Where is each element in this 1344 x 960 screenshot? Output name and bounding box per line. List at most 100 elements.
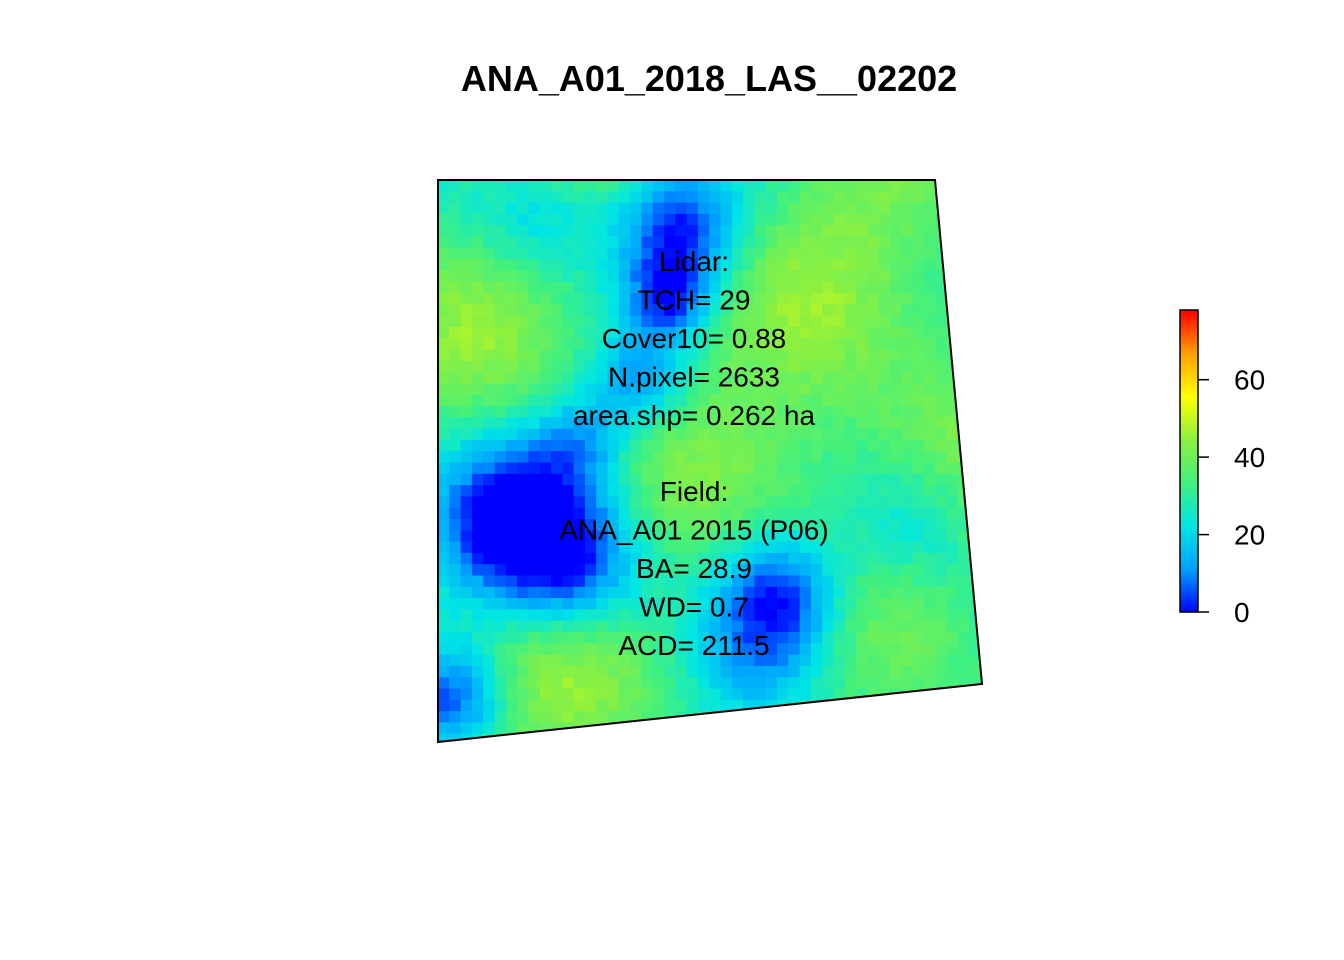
raster-cell (912, 620, 925, 633)
raster-cell (912, 394, 925, 407)
raster-cell (788, 699, 801, 712)
raster-cell (844, 643, 857, 656)
raster-cell (641, 315, 654, 328)
raster-cell (551, 213, 563, 226)
colorbar-swatch (1180, 478, 1198, 482)
raster-cell (765, 270, 778, 283)
raster-cell (517, 383, 529, 396)
raster-cell (709, 439, 722, 452)
raster-cell (505, 552, 518, 565)
raster-cell (607, 575, 620, 588)
colorbar-swatch (1180, 511, 1198, 515)
raster-cell (912, 360, 925, 373)
raster-cell (822, 451, 835, 464)
raster-cell (822, 180, 835, 192)
raster-cell (844, 293, 857, 305)
raster-cell (788, 598, 801, 610)
raster-cell (878, 293, 891, 305)
raster-cell (596, 745, 608, 757)
raster-cell (596, 620, 609, 633)
raster-cell (777, 315, 789, 328)
raster-cell (935, 462, 948, 475)
raster-cell (923, 575, 936, 588)
raster-cell (675, 507, 688, 520)
raster-cell (573, 699, 586, 712)
raster-cell (517, 338, 529, 351)
raster-cell (731, 259, 744, 271)
raster-cell (551, 688, 563, 701)
raster-cell (596, 213, 609, 226)
raster-cell (438, 372, 450, 384)
raster-cell (697, 383, 710, 396)
raster-cell (607, 213, 620, 226)
raster-cell (494, 552, 507, 565)
raster-cell (618, 462, 631, 475)
raster-cell (720, 733, 733, 742)
raster-cell (562, 699, 575, 712)
raster-cell (618, 225, 631, 238)
raster-cell (517, 191, 529, 204)
raster-cell (844, 575, 857, 588)
raster-cell (810, 439, 823, 452)
raster-cell (675, 677, 688, 690)
raster-cell (709, 632, 722, 644)
raster-cell (641, 598, 654, 610)
raster-cell (551, 451, 563, 464)
raster-cell (697, 507, 710, 520)
raster-cell (946, 496, 959, 509)
colorbar-swatch (1180, 317, 1198, 321)
raster-cell (890, 213, 902, 226)
raster-cell (675, 620, 688, 633)
raster-cell (878, 507, 891, 520)
raster-cell (946, 654, 959, 667)
raster-cell (765, 360, 778, 373)
raster-cell (923, 247, 936, 260)
raster-cell (957, 349, 970, 362)
raster-cell (856, 688, 868, 701)
raster-cell (810, 270, 823, 283)
raster-cell (607, 699, 620, 712)
raster-cell (980, 202, 982, 215)
raster-cell (777, 530, 789, 543)
colorbar-swatch (1180, 453, 1198, 457)
raster-cell (709, 180, 722, 192)
raster-cell (596, 360, 609, 373)
raster-cell (731, 632, 744, 644)
raster-cell (935, 564, 948, 577)
raster-cell (777, 643, 789, 656)
raster-cell (935, 360, 948, 373)
raster-cell (901, 564, 914, 577)
raster-cell (675, 632, 688, 644)
raster-cell (765, 541, 778, 554)
raster-cell (438, 417, 450, 430)
raster-cell (980, 338, 982, 351)
raster-cell (912, 293, 925, 305)
raster-cell (890, 711, 902, 723)
raster-cell (584, 552, 597, 565)
raster-cell (980, 530, 982, 543)
raster-cell (890, 259, 902, 271)
raster-cell (810, 609, 823, 622)
colorbar-swatch (1180, 591, 1198, 595)
raster-cell (438, 552, 450, 565)
raster-cell (641, 530, 654, 543)
raster-cell (867, 338, 880, 351)
raster-cell (505, 564, 518, 577)
raster-cell (697, 417, 710, 430)
raster-cell (584, 326, 597, 339)
raster-cell (754, 745, 766, 757)
raster-cell (539, 586, 552, 599)
raster-cell (856, 575, 868, 588)
raster-cell (788, 745, 800, 757)
raster-cell (935, 519, 948, 531)
raster-cell (460, 507, 473, 520)
raster-cell (720, 360, 733, 373)
raster-cell (844, 383, 857, 396)
raster-cell (867, 372, 880, 384)
raster-cell (460, 428, 473, 441)
raster-cell (562, 338, 575, 351)
raster-cell (471, 530, 484, 543)
raster-cell (460, 281, 473, 294)
raster-cell (607, 304, 620, 317)
colorbar-swatch (1180, 340, 1198, 344)
